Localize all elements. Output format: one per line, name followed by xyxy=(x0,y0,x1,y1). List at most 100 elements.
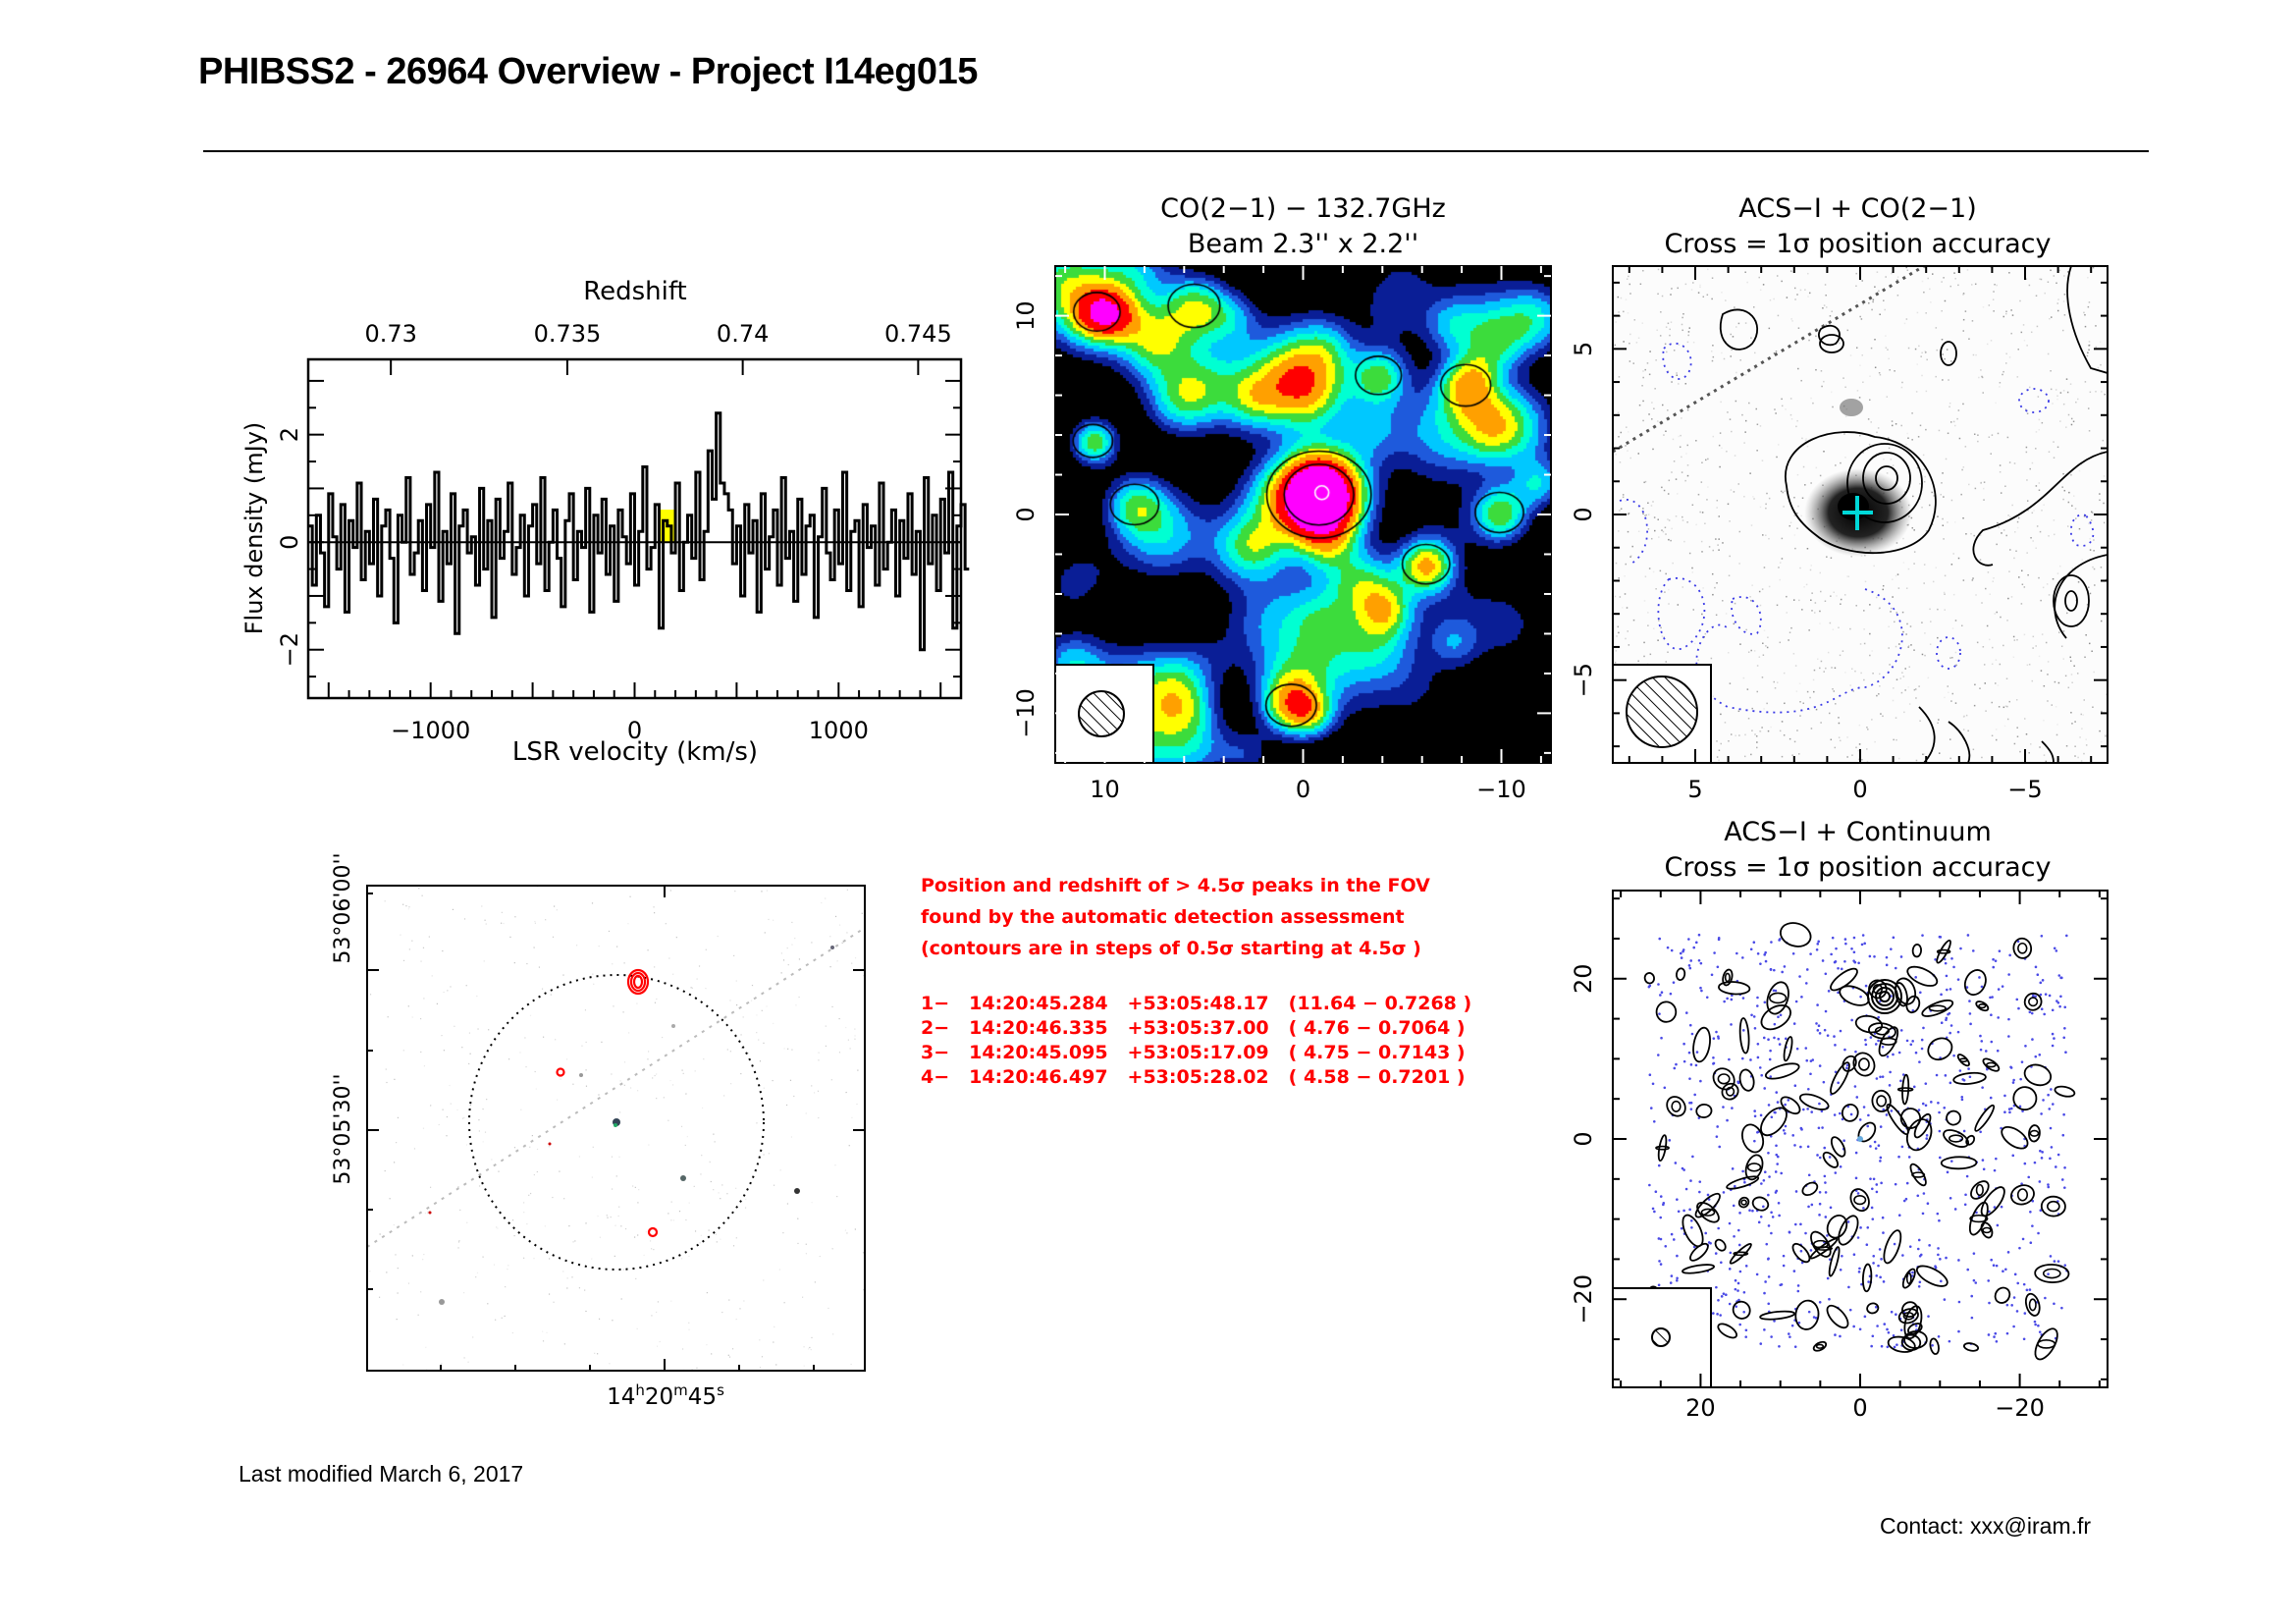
spectrum-bottom-tick-labels: −1000 0 1000 xyxy=(391,717,869,744)
acs-co-y-tick-labels: 5 0 −5 xyxy=(1570,342,1597,698)
peak-ra: 14:20:46.497 xyxy=(969,1066,1108,1088)
acs-cont-tick-marks xyxy=(1613,891,2108,1387)
peak-row: 4− 14:20:46.497 +53:05:28.02 ( 4.58 − 0.720… xyxy=(921,1065,1491,1090)
peak-info: ( 4.75 − 0.7143 ) xyxy=(1288,1042,1466,1063)
peak-ra: 14:20:45.095 xyxy=(969,1042,1108,1063)
peak-id: 3− xyxy=(921,1042,950,1063)
peak-dec: +53:05:28.02 xyxy=(1127,1066,1269,1088)
acs-cont-x-tick-label: 20 xyxy=(1685,1394,1716,1422)
acs-co-y-tick-label: 0 xyxy=(1570,507,1597,521)
acs-cont-y-tick-label: 0 xyxy=(1570,1131,1597,1146)
peaks-list: Position and redshift of > 4.5σ peaks in… xyxy=(921,870,1491,1090)
acs-co-y-tick-label: −5 xyxy=(1570,663,1597,697)
spectrum-y-tick-labels: −2 0 2 xyxy=(276,427,303,667)
finder-frame xyxy=(366,885,866,1372)
co-map-tick-marks xyxy=(1055,266,1551,763)
finder-dec-tick-1: 53°06'00'' xyxy=(331,852,355,963)
contact: Contact: xxx@iram.fr xyxy=(1880,1513,2092,1539)
acs-co-detector-edge xyxy=(1613,266,1925,454)
peaks-note-line3: (contours are in steps of 0.5σ starting … xyxy=(921,938,1421,959)
spectrum-series-line xyxy=(308,411,970,652)
peak-id: 2− xyxy=(921,1017,950,1039)
co-map-title: CO(2−1) − 132.7GHz Beam 2.3'' x 2.2'' xyxy=(1055,191,1551,262)
spectrum-y-tick-label: 0 xyxy=(276,535,303,550)
peak-row: 2− 14:20:46.335 +53:05:37.00 ( 4.76 − 0.706… xyxy=(921,1016,1491,1041)
acs-co-x-tick-label: 0 xyxy=(1852,776,1867,803)
peak-ra: 14:20:45.284 xyxy=(969,993,1108,1014)
peaks-table: 1− 14:20:45.284 +53:05:48.17 (11.64 − 0.726… xyxy=(921,992,1491,1090)
peak-dec: +53:05:17.09 xyxy=(1127,1042,1269,1063)
peak-row: 3− 14:20:45.095 +53:05:17.09 ( 4.75 − 0.714… xyxy=(921,1041,1491,1065)
spectrum-top-tick-labels: 0.73 0.735 0.74 0.745 xyxy=(364,320,951,348)
co-map-y-tick-label: 10 xyxy=(1012,300,1040,331)
co-map-y-tick-label: 0 xyxy=(1012,507,1040,521)
acs-cont-title-line2: Cross = 1σ position accuracy xyxy=(1664,852,2052,883)
page-title: PHIBSS2 - 26964 Overview - Project I14eg… xyxy=(198,51,978,92)
co-map-x-tick-labels: 10 0 −10 xyxy=(1090,776,1526,803)
spectrum-top-tick-label: 0.74 xyxy=(717,320,769,348)
spectrum-y-axis-label: Flux density (mJy) xyxy=(240,422,268,635)
acs-cont-position-cross xyxy=(1857,1136,1863,1142)
acs-co-panel: 5 0 −5 5 0 −5 xyxy=(1570,265,2109,803)
finder-ra-label: 14h20m45s xyxy=(607,1381,724,1410)
peak-id: 1− xyxy=(921,993,950,1014)
acs-cont-panel: 20 0 −20 20 0 −20 xyxy=(1570,890,2109,1422)
spectrum-x-tick-label: 0 xyxy=(627,717,642,744)
co-map-title-line2: Beam 2.3'' x 2.2'' xyxy=(1187,229,1419,259)
spectrum-x-axis-label: LSR velocity (km/s) xyxy=(512,737,758,767)
co-map-x-tick-label: −10 xyxy=(1476,776,1526,803)
peak-ra: 14:20:46.335 xyxy=(969,1017,1108,1039)
co-map-x-tick-label: 0 xyxy=(1296,776,1310,803)
peak-info: (11.64 − 0.7268 ) xyxy=(1288,993,1472,1014)
spectrum-tick-marks xyxy=(308,359,961,698)
peaks-note-line2: found by the automatic detection assessm… xyxy=(921,906,1405,928)
finder-panel: 53°06'00'' 53°05'30'' 14h20m45s xyxy=(331,852,866,1410)
acs-co-negative-contours xyxy=(1619,342,2095,714)
acs-co-contours xyxy=(1719,266,2108,763)
acs-cont-y-tick-label: −20 xyxy=(1570,1274,1597,1325)
acs-co-y-tick-label: 5 xyxy=(1570,342,1597,356)
peak-row: 1− 14:20:45.284 +53:05:48.17 (11.64 − 0.726… xyxy=(921,992,1491,1016)
peak-info: ( 4.76 − 0.7064 ) xyxy=(1288,1017,1466,1039)
co-map-beam-ellipse xyxy=(1078,690,1125,737)
co-map-y-tick-label: −10 xyxy=(1012,688,1040,738)
acs-co-x-tick-label: 5 xyxy=(1687,776,1702,803)
spectrum-y-tick-label: 2 xyxy=(276,427,303,442)
finder-detector-edge xyxy=(367,927,865,1248)
acs-cont-x-tick-labels: 20 0 −20 xyxy=(1685,1394,2045,1422)
acs-cont-beam-ellipse xyxy=(1651,1327,1671,1347)
spectrum-y-tick-label: −2 xyxy=(276,632,303,667)
acs-cont-x-tick-label: 0 xyxy=(1852,1394,1867,1422)
finder-fov-circle xyxy=(468,974,765,1271)
title-divider xyxy=(203,150,2149,152)
finder-tick-marks xyxy=(367,886,865,1371)
acs-co-beam-ellipse xyxy=(1626,676,1698,748)
spectrum-top-tick-label: 0.735 xyxy=(534,320,602,348)
acs-co-x-tick-labels: 5 0 −5 xyxy=(1687,776,2042,803)
acs-cont-y-tick-label: 20 xyxy=(1570,964,1597,995)
peak-id: 4− xyxy=(921,1066,950,1088)
acs-co-title-line2: Cross = 1σ position accuracy xyxy=(1664,229,2052,259)
peak-info: ( 4.58 − 0.7201 ) xyxy=(1288,1066,1466,1088)
acs-cont-title: ACS−I + Continuum Cross = 1σ position ac… xyxy=(1610,815,2106,886)
finder-ra-minutes: 20 xyxy=(645,1384,673,1410)
acs-co-tick-marks xyxy=(1613,266,2108,763)
finder-ra-seconds: 45 xyxy=(688,1384,717,1410)
co-map-title-line1: CO(2−1) − 132.7GHz xyxy=(1160,193,1446,224)
acs-cont-x-tick-label: −20 xyxy=(1995,1394,2045,1422)
peak-dec: +53:05:37.00 xyxy=(1127,1017,1269,1039)
finder-ra-hours: 14 xyxy=(607,1384,635,1410)
spectrum-x-tick-label: −1000 xyxy=(391,717,470,744)
acs-co-x-tick-label: −5 xyxy=(2007,776,2042,803)
acs-cont-contours xyxy=(1642,922,2076,1361)
spectrum-top-tick-label: 0.73 xyxy=(364,320,416,348)
peak-dec: +53:05:48.17 xyxy=(1127,993,1269,1014)
spectrum-x-tick-label: 1000 xyxy=(809,717,869,744)
acs-co-title-line1: ACS−I + CO(2−1) xyxy=(1738,193,1977,224)
spectrum-panel: Redshift 0.73 0.735 0.74 0.745 −1000 0 1000 −… xyxy=(240,277,970,767)
acs-cont-y-tick-labels: 20 0 −20 xyxy=(1570,964,1597,1325)
finder-dec-tick-2: 53°05'30'' xyxy=(331,1073,355,1184)
spectrum-top-tick-label: 0.745 xyxy=(884,320,952,348)
co-map-axes: 10 0 −10 10 0 −10 xyxy=(1012,265,1552,803)
peaks-note-line1: Position and redshift of > 4.5σ peaks in… xyxy=(921,875,1430,896)
